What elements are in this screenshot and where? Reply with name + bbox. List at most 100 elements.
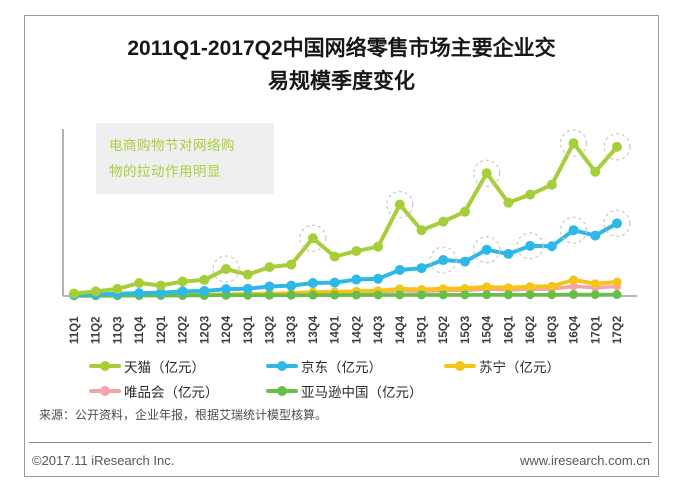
x-tick-label: 13Q3	[286, 316, 298, 344]
tmall-point	[546, 179, 557, 190]
tmall-point	[307, 233, 318, 244]
vip-point	[569, 282, 578, 291]
chart-svg: 11Q1 11Q2 11Q3 11Q4 12Q1 12Q2 12Q3 12Q4 13Q1 13Q2…	[62, 129, 637, 345]
tmall-point	[373, 241, 384, 252]
chart-title: 2011Q1-2017Q2中国网络零售市场主要企业交 易规模季度变化	[25, 32, 658, 98]
highlight-circle-icon	[473, 159, 501, 187]
amazon-point	[417, 290, 427, 300]
jd-point	[242, 283, 253, 294]
amazon-point	[286, 290, 296, 300]
jd-point	[177, 286, 188, 297]
amazon-point	[590, 290, 600, 300]
tmall-point	[264, 262, 275, 273]
jd-point	[503, 248, 514, 259]
x-tick-label: 11Q1	[69, 316, 81, 344]
amazon-point	[547, 290, 557, 300]
suning-point	[525, 282, 535, 292]
legend-label-jd: 京东（亿元）	[301, 360, 382, 375]
jd-legend-marker-icon	[266, 361, 298, 371]
amazon-legend-marker-icon	[266, 386, 298, 396]
x-tick-label: 11Q4	[134, 316, 146, 344]
tmall-point	[90, 286, 101, 297]
tmall-point	[503, 197, 514, 208]
footer-divider	[29, 442, 652, 443]
annotation-box: 电商购物节对网络购 物的拉动作用明显	[96, 123, 274, 194]
jd-point	[525, 240, 536, 251]
legend-label-suning: 苏宁（亿元）	[479, 360, 560, 375]
amazon-point	[264, 290, 274, 300]
amazon-point	[569, 289, 579, 299]
highlight-circle-icon	[559, 216, 588, 244]
tmall-point	[69, 288, 79, 299]
x-tick-label: 14Q1	[330, 315, 342, 344]
amazon-point	[395, 290, 405, 300]
jd-point	[373, 273, 384, 284]
chart-title-line2: 易规模季度变化	[268, 70, 415, 93]
suning-legend-marker-icon	[444, 361, 476, 371]
amazon-point	[351, 290, 361, 300]
jd-point	[264, 281, 275, 292]
tmall-point	[329, 251, 340, 262]
x-tick-label: 17Q1	[590, 315, 602, 344]
x-tick-label: 16Q3	[547, 316, 559, 344]
x-tick-label: 13Q2	[264, 316, 276, 344]
jd-point	[394, 264, 405, 275]
tmall-point	[394, 199, 405, 210]
x-tick-label: 13Q4	[308, 315, 320, 344]
chart-frame: 2011Q1-2017Q2中国网络零售市场主要企业交 易规模季度变化 11Q1 1…	[24, 15, 659, 477]
jd-point	[329, 277, 340, 288]
jd-point	[351, 274, 362, 285]
tmall-point	[242, 269, 253, 280]
suning-point	[569, 275, 579, 285]
jd-point	[459, 256, 470, 267]
x-tick-label: 11Q3	[112, 317, 124, 345]
source-note: 来源：公开资料，企业年报，根据艾瑞统计模型核算。	[39, 408, 328, 422]
plot-area: 11Q1 11Q2 11Q3 11Q4 12Q1 12Q2 12Q3 12Q4 13Q1 13Q2…	[25, 109, 659, 359]
x-tick-label: 16Q4	[569, 315, 581, 344]
x-tick-label: 11Q2	[91, 317, 103, 345]
amazon-point	[612, 290, 622, 300]
suning-point	[612, 277, 622, 287]
vip-legend-marker-icon	[89, 386, 121, 396]
x-tick-label: 16Q1	[503, 315, 515, 344]
tmall-point	[590, 166, 601, 177]
suning-point	[482, 282, 492, 292]
jd-point	[221, 284, 232, 295]
annotation-line2: 物的拉动作用明显	[109, 164, 221, 179]
legend-item-tmall: 天猫（亿元）	[89, 356, 205, 376]
x-tick-label: 17Q2	[612, 316, 624, 344]
tmall-point	[199, 274, 210, 285]
legend-label-tmall: 天猫（亿元）	[124, 360, 205, 375]
x-tick-label: 13Q1	[243, 315, 255, 344]
x-tick-label: 15Q3	[460, 316, 472, 344]
chart-title-line1: 2011Q1-2017Q2中国网络零售市场主要企业交	[127, 37, 556, 60]
legend-label-amazon: 亚马逊中国（亿元）	[301, 385, 423, 400]
tmall-point	[612, 141, 622, 152]
amazon-point	[503, 290, 513, 300]
amazon-point	[525, 290, 535, 300]
legend-item-suning: 苏宁（亿元）	[444, 356, 560, 376]
tmall-point	[221, 264, 232, 275]
x-tick-label: 16Q2	[525, 316, 537, 344]
jd-point	[481, 244, 492, 255]
copyright-text: ©2017.11 iResearch Inc.	[32, 453, 175, 468]
amazon-point	[482, 290, 492, 300]
highlight-circle-icon	[603, 209, 631, 237]
x-tick-label: 14Q4	[395, 315, 407, 344]
tmall-point	[112, 283, 123, 294]
amazon-point	[460, 290, 470, 300]
tmall-legend-marker-icon	[89, 361, 121, 371]
tmall-point	[286, 259, 297, 270]
highlight-circle-icon	[473, 236, 501, 264]
amazon-point	[438, 290, 448, 300]
jd-point	[568, 225, 579, 236]
x-tick-label: 12Q2	[178, 316, 190, 344]
highlight-circle-icon	[299, 224, 327, 252]
jd-point	[546, 241, 557, 252]
tmall-point	[568, 138, 579, 149]
tmall-point	[438, 216, 449, 227]
annotation-line1: 电商购物节对网络购	[109, 138, 235, 153]
tmall-point	[416, 225, 427, 236]
jd-point	[590, 230, 601, 241]
x-tick-label: 12Q4	[221, 315, 233, 344]
